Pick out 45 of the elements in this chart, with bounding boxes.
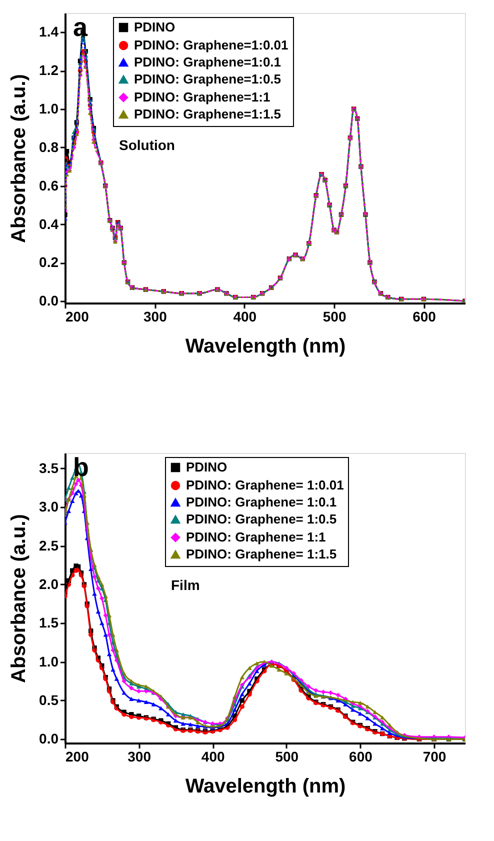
y-tick-label: 0.2 — [39, 254, 59, 270]
x-tick-label: 600 — [349, 748, 373, 764]
legend-label: PDINO: Graphene=1:0.5 — [134, 72, 282, 86]
x-tick-label: 200 — [66, 748, 90, 764]
x-tick-label: 400 — [233, 308, 257, 324]
y-tick-label: 1.2 — [39, 62, 59, 78]
legend-label: PDINO: Graphene= 1:0.5 — [186, 512, 337, 526]
x-tick-label: 500 — [322, 308, 346, 324]
legend-label: PDINO: Graphene=1:0.1 — [134, 54, 282, 70]
legend-label: PDINO: Graphene=1:0.01 — [134, 38, 288, 52]
legend-label: PDINO — [186, 460, 228, 474]
x-tick-label: 400 — [201, 748, 225, 764]
x-tick-label: 500 — [275, 748, 299, 764]
legend-label: PDINO — [134, 20, 176, 34]
legend-label: PDINO: Graphene= 1:0.01 — [186, 478, 344, 492]
y-tick-label: 0.6 — [39, 177, 59, 194]
y-tick-label: 1.0 — [39, 653, 59, 670]
x-tick-label: 300 — [144, 308, 168, 324]
annotation: Solution — [119, 137, 175, 153]
x-axis-title: Wavelength (nm) — [185, 336, 346, 358]
legend-label: PDINO: Graphene= 1:1.5 — [186, 546, 337, 562]
annotation: Film — [171, 577, 200, 593]
y-tick-label: 1.0 — [39, 100, 59, 117]
legend-label: PDINO: Graphene=1:1.5 — [134, 106, 282, 122]
y-tick-label: 0.8 — [39, 138, 59, 155]
y-tick-label: 3.0 — [39, 498, 59, 515]
legend-label: PDINO: Graphene= 1:1 — [186, 530, 326, 544]
x-tick-label: 600 — [412, 308, 436, 324]
x-tick-label: 200 — [66, 308, 90, 324]
y-tick-label: 0.4 — [39, 216, 59, 232]
y-tick-label: 0.0 — [39, 292, 59, 309]
y-tick-label: 2.0 — [39, 576, 59, 592]
y-axis-title: Absorbance (a.u.) — [8, 514, 30, 683]
x-tick-label: 300 — [128, 748, 152, 764]
legend-label: PDINO: Graphene=1:1 — [134, 90, 270, 104]
y-tick-label: 1.4 — [39, 24, 59, 40]
y-tick-label: 3.5 — [39, 460, 59, 476]
y-axis-title: Absorbance (a.u.) — [8, 74, 30, 243]
x-axis-title: Wavelength (nm) — [185, 776, 346, 798]
legend-label: PDINO: Graphene= 1:0.1 — [186, 494, 337, 510]
y-tick-label: 2.5 — [39, 537, 59, 554]
x-tick-label: 700 — [422, 748, 446, 764]
y-tick-label: 0.0 — [39, 730, 59, 747]
y-tick-label: 1.5 — [39, 614, 59, 631]
y-tick-label: 0.5 — [39, 692, 59, 708]
